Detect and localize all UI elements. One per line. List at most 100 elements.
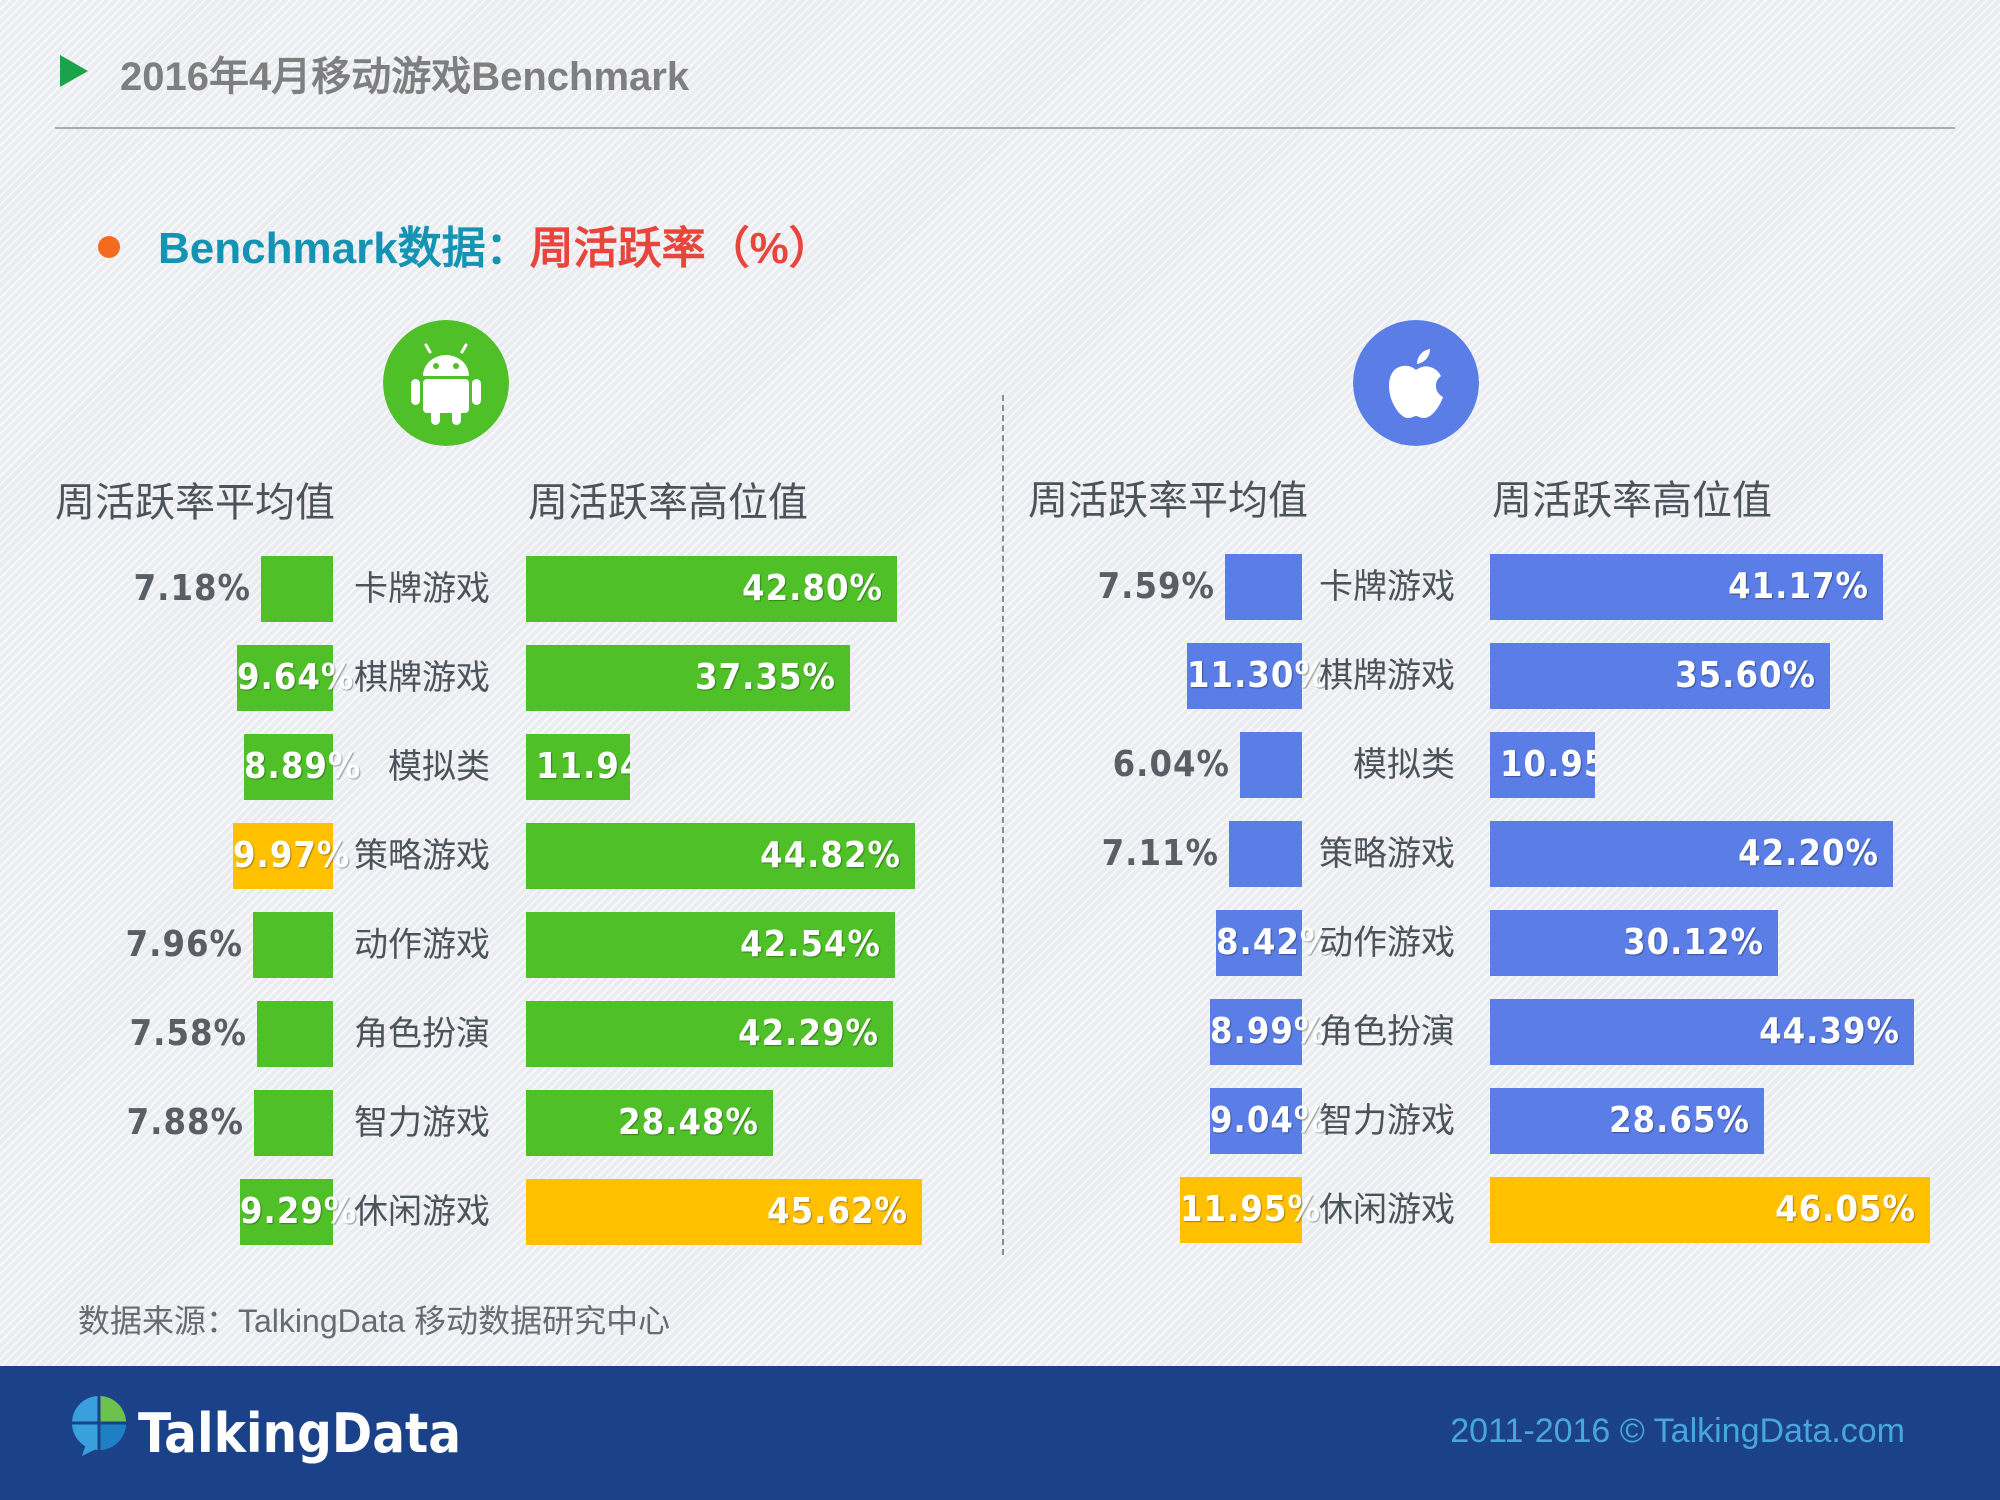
ios-high-bar-2	[1490, 643, 1830, 709]
android-high-bar-5	[526, 912, 895, 978]
ios-high-bar-7	[1490, 1088, 1764, 1154]
ios-avg-bar-5	[1216, 910, 1302, 976]
android-avg-bar-8	[240, 1179, 333, 1245]
talkingdata-logo-icon	[72, 1396, 126, 1456]
android-high-bar-8	[526, 1179, 922, 1245]
android-avg-bar-4	[233, 823, 333, 889]
footer-brand: TalkingData	[138, 1402, 462, 1465]
ios-category-1: 卡牌游戏	[1319, 568, 1455, 606]
footer-copyright: 2011-2016 © TalkingData.com	[1450, 1412, 1905, 1450]
ios-high-label-5: 30.12%	[1623, 922, 1764, 963]
ios-avg-bar-7	[1210, 1088, 1302, 1154]
android-high-bar-2	[526, 645, 850, 711]
android-category-8: 休闲游戏	[354, 1193, 490, 1231]
apple-icon	[1353, 320, 1479, 446]
ios-category-5: 动作游戏	[1319, 924, 1455, 962]
android-high-bar-6	[526, 1001, 893, 1067]
android-high-bar-3	[526, 734, 630, 800]
footer: TalkingData 2011-2016 © TalkingData.com	[0, 1366, 2000, 1500]
header-rule	[55, 127, 1955, 129]
ios-high-bar-6	[1490, 999, 1914, 1065]
header: 2016年4月移动游戏Benchmark	[0, 0, 2000, 130]
android-category-3: 模拟类	[388, 748, 490, 786]
ios-avg-bar-8	[1180, 1177, 1302, 1243]
ios-high-label-8: 46.05%	[1775, 1189, 1916, 1230]
android-avg-label-7: 7.88%	[126, 1102, 244, 1143]
android-high-bar-4	[526, 823, 915, 889]
android-category-1: 卡牌游戏	[354, 570, 490, 608]
android-high-bar-1	[526, 556, 897, 622]
ios-avg-label-3: 6.04%	[1112, 744, 1230, 785]
ios-avg-label-7: 9.04%	[1210, 1100, 1328, 1141]
ios-avg-bar-4	[1229, 821, 1302, 887]
android-high-label-1: 42.80%	[742, 568, 883, 609]
android-high-label-7: 28.48%	[618, 1102, 759, 1143]
ios-high-bar-8	[1490, 1177, 1930, 1243]
android-high-bar-7	[526, 1090, 773, 1156]
ios-category-6: 角色扮演	[1319, 1013, 1455, 1051]
section-title: Benchmark数据：周活跃率（%）	[98, 212, 833, 276]
ios-avg-bar-2	[1187, 643, 1302, 709]
ios-avg-label-6: 8.99%	[1210, 1011, 1328, 1052]
android-category-6: 角色扮演	[354, 1015, 490, 1053]
ios-avg-label-2: 11.30%	[1187, 655, 1328, 696]
android-avg-label-6: 7.58%	[129, 1013, 247, 1054]
ios-category-2: 棋牌游戏	[1319, 657, 1455, 695]
android-category-2: 棋牌游戏	[354, 659, 490, 697]
ios-avg-bar-6	[1210, 999, 1302, 1065]
android-icon	[383, 320, 509, 446]
ios-high-label-6: 44.39%	[1759, 1011, 1900, 1052]
android-high-label-2: 37.35%	[695, 657, 836, 698]
ios-category-7: 智力游戏	[1319, 1102, 1455, 1140]
platform-divider	[1002, 395, 1004, 1255]
android-avg-label-2: 9.64%	[237, 657, 355, 698]
ios-high-bar-4	[1490, 821, 1893, 887]
page-title: 2016年4月移动游戏Benchmark	[120, 55, 690, 99]
android-avg-label-4: 9.97%	[233, 835, 351, 876]
android-category-4: 策略游戏	[354, 837, 490, 875]
android-high-label-8: 45.62%	[767, 1191, 908, 1232]
ios-avg-bar-3	[1240, 732, 1302, 798]
ios-high-label-1: 41.17%	[1728, 566, 1869, 607]
ios-category-4: 策略游戏	[1319, 835, 1455, 873]
ios-avg-label-8: 11.95%	[1180, 1189, 1321, 1230]
ios-avg-bar-1	[1225, 554, 1302, 620]
android-avg-label-3: 8.89%	[244, 746, 362, 787]
ios-high-bar-3	[1490, 732, 1595, 798]
ios-high-label-2: 35.60%	[1675, 655, 1816, 696]
section-label: Benchmark数据：	[158, 224, 530, 273]
android-avg-label-8: 9.29%	[240, 1191, 358, 1232]
android-high-label-6: 42.29%	[738, 1013, 879, 1054]
android-avg-bar-6	[257, 1001, 333, 1067]
play-triangle-icon	[60, 55, 88, 87]
android-high-label-5: 42.54%	[740, 924, 881, 965]
ios-avg-label-1: 7.59%	[1097, 566, 1215, 607]
android-category-7: 智力游戏	[354, 1104, 490, 1142]
ios-category-8: 休闲游戏	[1319, 1191, 1455, 1229]
android-avg-bar-7	[254, 1090, 333, 1156]
android-high-label-4: 44.82%	[760, 835, 901, 876]
android-avg-label-5: 7.96%	[125, 924, 243, 965]
bullet-dot-icon	[98, 236, 120, 259]
data-source: 数据来源：TalkingData 移动数据研究中心	[78, 1303, 671, 1339]
android-avg-bar-5	[253, 912, 333, 978]
android-high-label-3: 11.94%	[536, 746, 630, 787]
ios-high-header: 周活跃率高位值	[1492, 479, 1772, 523]
android-avg-bar-1	[261, 556, 333, 622]
android-avg-label-1: 7.18%	[133, 568, 251, 609]
ios-high-bar-5	[1490, 910, 1778, 976]
ios-high-label-3: 10.95%	[1500, 744, 1595, 785]
android-avg-bar-3	[244, 734, 333, 800]
ios-avg-label-4: 7.11%	[1101, 833, 1219, 874]
ios-high-label-7: 28.65%	[1609, 1100, 1750, 1141]
android-avg-header: 周活跃率平均值	[55, 481, 335, 525]
ios-category-3: 模拟类	[1353, 746, 1455, 784]
ios-avg-label-5: 8.42%	[1216, 922, 1334, 963]
section-metric: 周活跃率（%）	[529, 224, 833, 273]
android-high-header: 周活跃率高位值	[528, 481, 808, 525]
android-avg-bar-2	[237, 645, 333, 711]
ios-high-label-4: 42.20%	[1738, 833, 1879, 874]
android-category-5: 动作游戏	[354, 926, 490, 964]
ios-high-bar-1	[1490, 554, 1883, 620]
ios-avg-header: 周活跃率平均值	[1028, 479, 1308, 523]
